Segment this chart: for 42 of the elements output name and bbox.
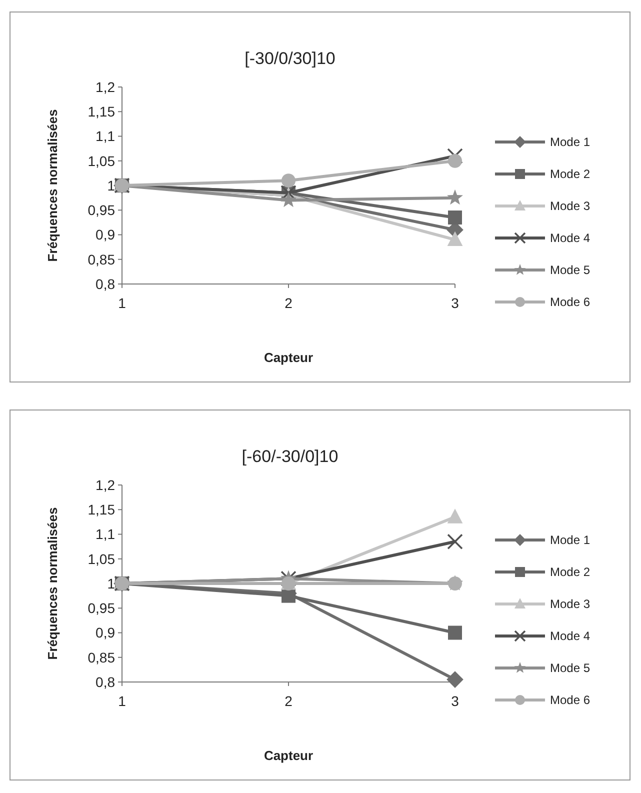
legend-label: Mode 1 xyxy=(550,135,590,150)
y-tick-label: 0,9 xyxy=(96,624,116,641)
y-tick-label: 0,8 xyxy=(96,276,116,292)
y-tick-label: 0,95 xyxy=(88,600,116,616)
y-tick-label: 1,05 xyxy=(88,152,116,169)
legend-label: Mode 4 xyxy=(550,231,590,246)
x-tick-label: 1 xyxy=(118,693,126,709)
y-axis-title: Fréquences normalisées xyxy=(45,109,60,262)
y-tick-label: 1 xyxy=(107,575,116,592)
y-tick-label: 1,1 xyxy=(96,128,116,144)
chart-title: [-60/-30/0]10 xyxy=(242,447,338,466)
y-tick-label: 1,15 xyxy=(88,502,116,518)
legend-label: Mode 3 xyxy=(550,597,590,612)
legend-label: Mode 2 xyxy=(550,167,590,182)
y-tick-label: 1,1 xyxy=(96,526,116,542)
legend-label: Mode 6 xyxy=(550,295,590,310)
x-axis-title: Capteur xyxy=(264,748,314,763)
legend-label: Mode 2 xyxy=(550,565,590,580)
y-tick-label: 1,15 xyxy=(88,104,116,120)
x-tick-label: 3 xyxy=(451,295,460,311)
y-tick-label: 0,85 xyxy=(88,251,116,268)
y-tick-label: 0,95 xyxy=(88,202,116,218)
legend-label: Mode 3 xyxy=(550,199,590,214)
legend-label: Mode 5 xyxy=(550,263,590,278)
x-tick-label: 1 xyxy=(118,295,126,311)
x-tick-label: 2 xyxy=(284,693,293,709)
y-tick-label: 0,8 xyxy=(96,674,116,690)
x-tick-label: 3 xyxy=(451,693,460,709)
y-tick-label: 0,9 xyxy=(96,226,116,243)
x-tick-label: 2 xyxy=(284,295,293,311)
chart-title: [-30/0/30]10 xyxy=(244,49,336,68)
legend-label: Mode 4 xyxy=(550,629,590,644)
y-tick-label: 1 xyxy=(107,177,116,194)
legend-label: Mode 5 xyxy=(550,661,590,676)
legend-label: Mode 6 xyxy=(550,693,590,708)
y-tick-label: 0,85 xyxy=(88,649,116,666)
y-axis-title: Fréquences normalisées xyxy=(45,507,60,660)
y-tick-label: 1,2 xyxy=(96,476,116,493)
legend-label: Mode 1 xyxy=(550,533,590,548)
x-axis-title: Capteur xyxy=(264,350,314,365)
y-tick-label: 1,2 xyxy=(96,78,116,95)
y-tick-label: 1,05 xyxy=(88,550,116,567)
